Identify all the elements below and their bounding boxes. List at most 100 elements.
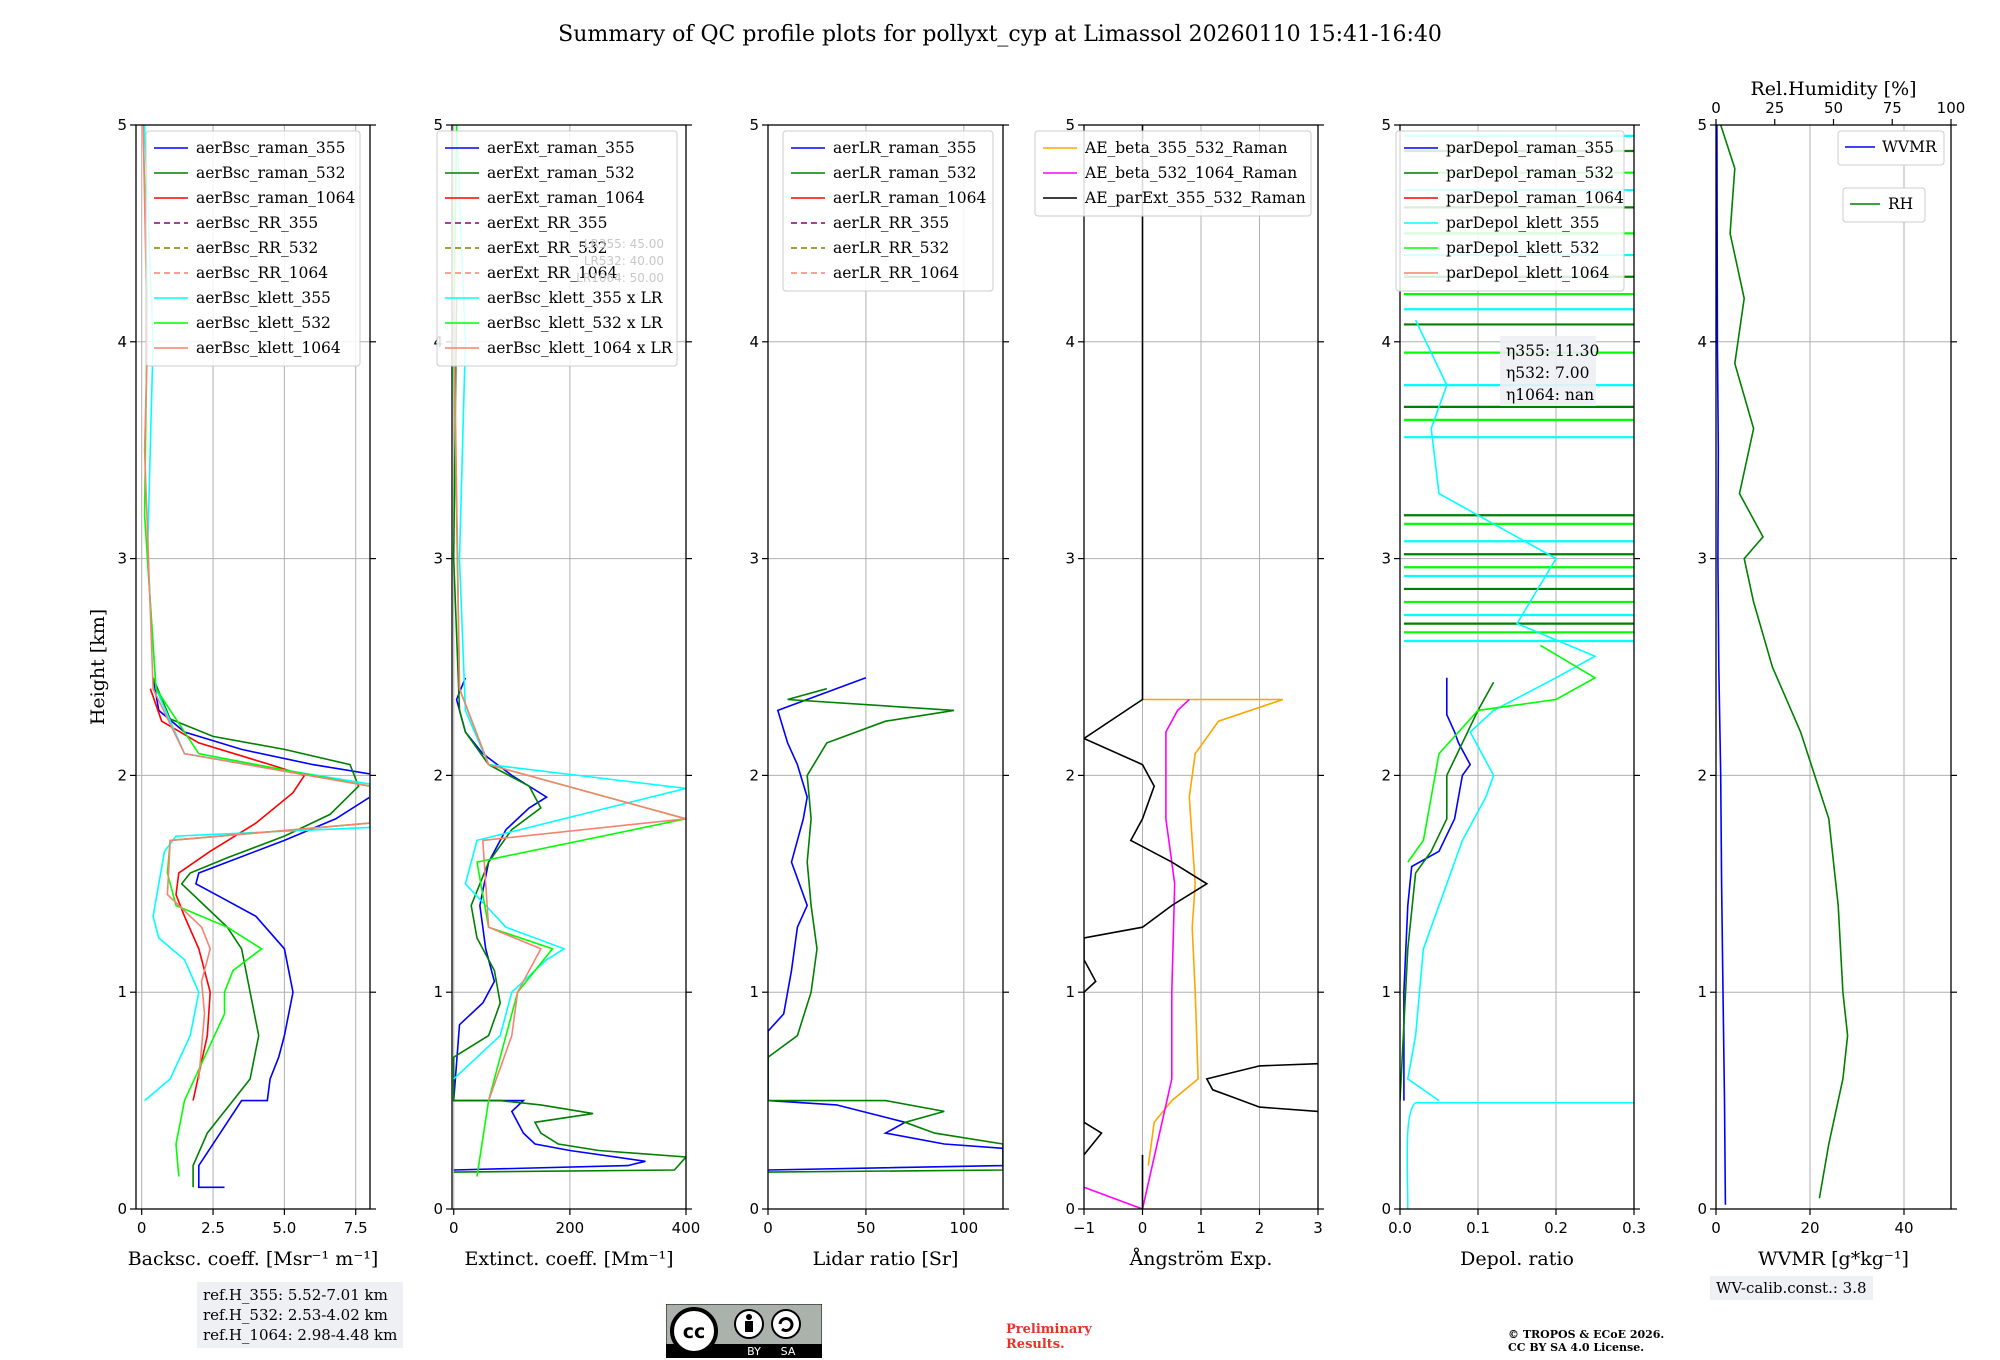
lr-annotation: LR355: 45.00 bbox=[584, 237, 664, 251]
x-tick-label: 0 bbox=[1711, 1219, 1721, 1237]
y-tick-label: 3 bbox=[1065, 550, 1075, 568]
y-tick-label: 2 bbox=[1697, 766, 1707, 784]
sa-share-icon bbox=[771, 1309, 801, 1339]
reference-heights-box: ref.H_355: 5.52-7.01 km ref.H_532: 2.53-… bbox=[197, 1282, 404, 1348]
legend-label: parDepol_klett_355 bbox=[1446, 214, 1599, 232]
x-tick-label: 5.0 bbox=[272, 1219, 296, 1237]
x-tick-label: 2.5 bbox=[201, 1219, 225, 1237]
top-x-tick-label: 100 bbox=[1937, 99, 1966, 117]
lr-annotation: LR532: 40.00 bbox=[584, 254, 664, 268]
plot-area-lidarratio bbox=[768, 677, 1003, 1173]
copyright-note: © TROPOS & ECoE 2026. CC BY SA 4.0 Licen… bbox=[1508, 1328, 1664, 1354]
eta-annotation: η532: 7.00 bbox=[1506, 364, 1590, 382]
wv-calib-box: WV-calib.const.: 3.8 bbox=[1710, 1276, 1873, 1300]
ref-height-1064: ref.H_1064: 2.98-4.48 km bbox=[203, 1326, 398, 1344]
x-tick-label: 0 bbox=[1138, 1219, 1148, 1237]
top-x-tick-label: 25 bbox=[1765, 99, 1784, 117]
eta-annotation-box bbox=[1500, 336, 1596, 406]
chart-wvmr: 0 20 40 0 1 2 3 4 5 WVMR [g*kg⁻¹] 0 25 50 75 100 Rel.Hu… bbox=[1697, 78, 1965, 1270]
y-tick-label: 0 bbox=[1065, 1200, 1075, 1218]
top-x-axis-label: Rel.Humidity [%] bbox=[1750, 78, 1916, 100]
series-aerbsc-raman-1064 bbox=[149, 688, 306, 1101]
legend-label: aerBsc_klett_355 bbox=[196, 289, 331, 307]
series-aerbsc-klett-355-x-lr bbox=[453, 125, 686, 1080]
x-tick-label: 200 bbox=[556, 1219, 585, 1237]
svg-text:cc: cc bbox=[683, 1321, 706, 1343]
series-aerlr-raman-532 bbox=[768, 687, 1003, 1173]
series-aerbsc-raman-355 bbox=[152, 677, 370, 1189]
plot-area-wvmr bbox=[1716, 125, 1849, 1205]
y-tick-label: 1 bbox=[1381, 983, 1391, 1001]
x-axis-label: Depol. ratio bbox=[1460, 1248, 1574, 1270]
y-tick-label: 0 bbox=[749, 1200, 759, 1218]
legend-label: aerBsc_RR_355 bbox=[196, 214, 318, 232]
legend-label: aerExt_RR_532 bbox=[487, 239, 608, 257]
x-tick-label: −1 bbox=[1073, 1219, 1095, 1237]
x-axis-label: Ångström Exp. bbox=[1129, 1248, 1273, 1270]
eta-annotation: η1064: nan bbox=[1506, 386, 1594, 404]
y-tick-label: 2 bbox=[749, 766, 759, 784]
legend-backscatter: aerBsc_raman_355 aerBsc_raman_532 aerBsc_r… bbox=[145, 130, 361, 367]
figure-title: Summary of QC profile plots for pollyxt_… bbox=[558, 22, 1442, 47]
y-tick-label: 1 bbox=[749, 983, 759, 1001]
y-tick-label: 5 bbox=[1065, 116, 1075, 134]
legend-box bbox=[1034, 130, 1312, 217]
y-tick-label: 4 bbox=[749, 333, 759, 351]
x-tick-label: 40 bbox=[1894, 1219, 1913, 1237]
y-tick-label: 5 bbox=[433, 116, 443, 134]
copyright-line-2: CC BY SA 4.0 License. bbox=[1508, 1341, 1645, 1354]
chart-extinction: 0200400012345Extinct. coeff. [Mm⁻¹]aerEx… bbox=[433, 116, 700, 1270]
x-tick-label: 7.5 bbox=[344, 1219, 368, 1237]
legend-label: aerLR_raman_355 bbox=[833, 139, 976, 157]
eta-annotation: η355: 11.30 bbox=[1506, 342, 1599, 360]
y-axis-label: Height [km] bbox=[87, 609, 109, 725]
top-x-tick-label: 0 bbox=[1711, 99, 1721, 117]
x-tick-label: 100 bbox=[950, 1219, 979, 1237]
x-axis-label: Extinct. coeff. [Mm⁻¹] bbox=[464, 1248, 673, 1270]
x-tick-label: 2 bbox=[1255, 1219, 1265, 1237]
legend-depol: parDepol_raman_355 parDepol_raman_532 parD… bbox=[1395, 130, 1625, 292]
legend-label: parDepol_raman_355 bbox=[1446, 139, 1614, 157]
legend-wvmr: WVMR RH bbox=[1837, 130, 1945, 223]
y-tick-label: 1 bbox=[1065, 983, 1075, 1001]
cc-icon bbox=[670, 1307, 718, 1355]
y-tick-label: 5 bbox=[117, 116, 127, 134]
axes-frame bbox=[1715, 124, 1952, 1210]
legend-label: parDepol_klett_532 bbox=[1446, 239, 1599, 257]
y-tick-label: 0 bbox=[1381, 1200, 1391, 1218]
copyright-line-1: © TROPOS & ECoE 2026. bbox=[1508, 1328, 1665, 1341]
series-pardepol-raman-355 bbox=[1403, 677, 1472, 1101]
legend-label: parDepol_raman_532 bbox=[1446, 164, 1614, 182]
legend-label: aerBsc_raman_532 bbox=[196, 164, 346, 182]
x-axis-label: Lidar ratio [Sr] bbox=[813, 1248, 959, 1270]
legend-label: aerExt_raman_532 bbox=[487, 164, 635, 182]
license-by-label: BY bbox=[747, 1345, 761, 1358]
legend-label: aerLR_raman_532 bbox=[833, 164, 976, 182]
axes-frame bbox=[451, 124, 687, 1210]
x-tick-label: 0 bbox=[763, 1219, 773, 1237]
y-tick-label: 3 bbox=[1381, 550, 1391, 568]
y-tick-label: 4 bbox=[1381, 333, 1391, 351]
chart-backscatter: 0 2.5 5.0 7.5 0 1 2 3 4 5 Backsc. coeff. [Msr⁻¹ m⁻… bbox=[87, 116, 378, 1270]
y-tick-label: 5 bbox=[1381, 116, 1391, 134]
preliminary-note: Preliminary Results. bbox=[1006, 1322, 1092, 1352]
y-tick-label: 0 bbox=[1697, 1200, 1707, 1218]
legend-label: aerBsc_klett_1064 x LR bbox=[487, 339, 674, 357]
legend-lidarratio: aerLR_raman_355 aerLR_raman_532 aerLR_rama… bbox=[782, 130, 994, 292]
plot-area-angstrom bbox=[1084, 125, 1318, 1209]
plot-area-depol bbox=[1400, 134, 1634, 1209]
y-tick-label: 3 bbox=[117, 550, 127, 568]
series-pardepol-raman-532 bbox=[1400, 681, 1495, 1101]
legend-box bbox=[782, 130, 994, 292]
depol-cyan-base bbox=[1406, 1102, 1417, 1209]
y-tick-label: 0 bbox=[117, 1200, 127, 1218]
legend-label: aerExt_raman_355 bbox=[487, 139, 635, 157]
series-aerbsc-klett-1064-x-lr bbox=[452, 298, 686, 1101]
top-x-tick-label: 75 bbox=[1883, 99, 1902, 117]
series-pardepol-klett-532 bbox=[1407, 644, 1597, 863]
legend-label: RH bbox=[1888, 195, 1913, 213]
ref-height-355: ref.H_355: 5.52-7.01 km bbox=[203, 1286, 388, 1304]
series-aerext-raman-355 bbox=[452, 677, 646, 1171]
x-tick-label: 50 bbox=[856, 1219, 875, 1237]
legend-label: aerBsc_RR_1064 bbox=[196, 264, 328, 282]
